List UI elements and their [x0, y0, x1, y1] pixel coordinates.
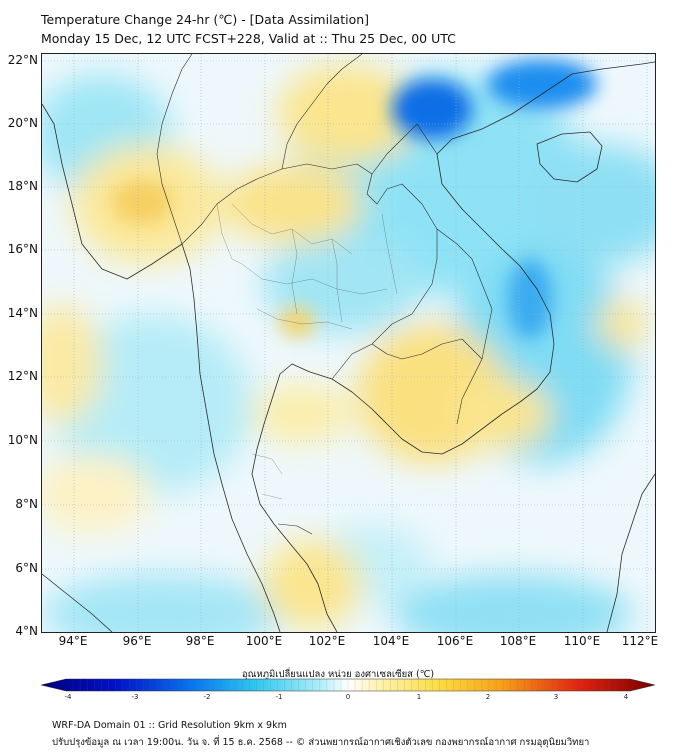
colorbar-tick-label: 1 [416, 693, 422, 701]
lon-tick-label: 94°E [58, 634, 88, 648]
lon-tick-label: 112°E [621, 634, 659, 648]
country-borders [156, 54, 493, 535]
lat-tick-label: 18°N [7, 179, 38, 193]
colorbar-tick-label: 0 [345, 693, 351, 701]
lat-tick-label: 4°N [15, 624, 38, 638]
lat-tick-label: 6°N [15, 561, 38, 575]
colorbar-tick-label: 3 [553, 693, 559, 701]
lon-tick-label: 102°E [308, 634, 346, 648]
lon-tick-label: 98°E [185, 634, 215, 648]
lon-tick-label: 100°E [245, 634, 283, 648]
colorbar-tick-label: -2 [203, 693, 211, 701]
colorbar-label: อุณหภูมิเปลี่ยนแปลง หน่วย องศาเซลเซียส (… [241, 669, 435, 680]
colorbar-tick-label: -1 [275, 693, 283, 701]
lat-tick-label: 12°N [7, 369, 38, 383]
lon-tick-label: 104°E [372, 634, 410, 648]
lon-tick-label: 110°E [563, 634, 601, 648]
colorbar-tick-label: -4 [64, 693, 72, 701]
chart-title: Temperature Change 24-hr (℃) - [Data Ass… [41, 12, 370, 27]
colorbar-tick-label: -3 [131, 693, 139, 701]
lat-tick-label: 8°N [15, 497, 38, 511]
lat-tick-label: 22°N [7, 53, 38, 67]
lon-tick-label: 96°E [122, 634, 152, 648]
lon-tick-label: 106°E [436, 634, 474, 648]
lat-tick-label: 20°N [7, 116, 38, 130]
chart-subtitle: Monday 15 Dec, 12 UTC FCST+228, Valid at… [41, 31, 456, 46]
lat-tick-label: 16°N [7, 242, 38, 256]
lat-tick-label: 14°N [7, 306, 38, 320]
province-lines [216, 203, 398, 500]
colorbar-tick-label: 2 [485, 693, 491, 701]
coastline [42, 61, 655, 632]
lon-tick-label: 108°E [499, 634, 537, 648]
footer-model-info: WRF-DA Domain 01 :: Grid Resolution 9km … [52, 720, 287, 731]
colorbar-tick-label: 4 [623, 693, 629, 701]
lat-tick-label: 10°N [7, 433, 38, 447]
temperature-field-map [42, 54, 655, 632]
map-panel [41, 53, 656, 633]
colorbar [40, 678, 656, 692]
footer-credit: ปรับปรุงข้อมูล ณ เวลา 19:00น. วัน จ. ที่… [52, 737, 590, 748]
